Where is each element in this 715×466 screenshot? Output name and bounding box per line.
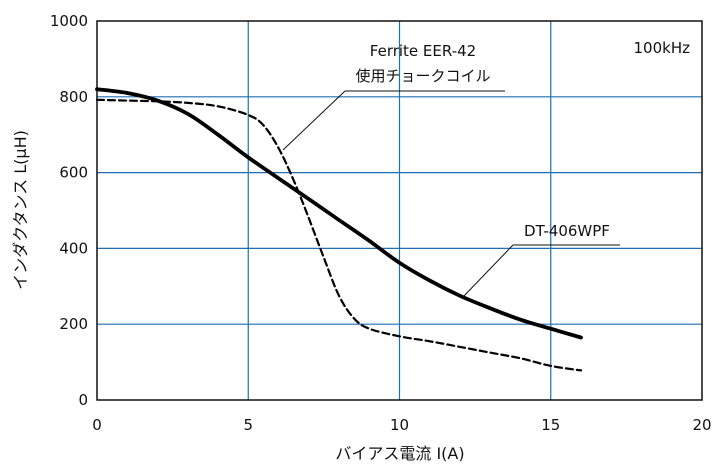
y-tick-label: 800: [59, 88, 88, 106]
series-lines: [95, 87, 583, 372]
dt-leader-line: [461, 244, 514, 299]
y-tick-label: 0: [78, 391, 88, 409]
ferrite-leader-line: [282, 90, 346, 151]
x-tick-label: 20: [692, 416, 711, 434]
y-tick-label: 400: [59, 239, 88, 257]
ferrite-label-line1: Ferrite EER-42: [370, 42, 476, 60]
x-axis-title: バイアス電流 I(A): [335, 444, 464, 463]
x-tick-label: 5: [243, 416, 253, 434]
plot-frame: [96, 20, 703, 401]
ferrite-label-line2: 使用チョークコイル: [355, 67, 490, 85]
y-tick-label: 1000: [50, 12, 88, 30]
ferrite-series-line: [95, 98, 583, 372]
grid-lines: [97, 21, 702, 400]
y-axis-title: インダクタンス L(μH): [11, 130, 30, 290]
dt406wpf-series-line: [95, 87, 583, 340]
y-tick-label: 200: [59, 315, 88, 333]
x-tick-label: 10: [390, 416, 409, 434]
dt-label: DT-406WPF: [524, 222, 610, 240]
x-tick-label: 0: [92, 416, 102, 434]
callouts: Ferrite EER-42 使用チョークコイル DT-406WPF: [282, 42, 620, 299]
x-tick-label: 15: [541, 416, 560, 434]
frequency-annotation: 100kHz: [634, 39, 691, 57]
y-tick-label: 600: [59, 164, 88, 182]
